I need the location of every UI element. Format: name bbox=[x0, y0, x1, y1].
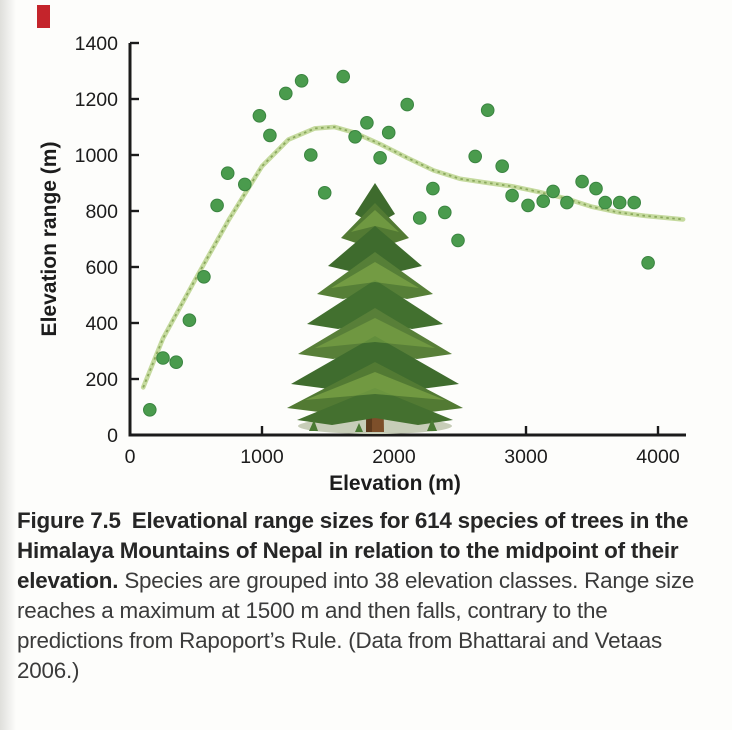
y-tick-label: 1400 bbox=[75, 33, 119, 55]
data-point bbox=[348, 130, 362, 144]
data-point bbox=[336, 69, 351, 84]
data-point bbox=[252, 109, 267, 123]
y-axis-title: Elevation range (m) bbox=[38, 142, 61, 337]
data-point bbox=[169, 355, 183, 370]
y-tick-label: 1200 bbox=[75, 89, 119, 111]
data-point bbox=[294, 74, 309, 88]
data-point bbox=[451, 233, 465, 248]
figure-caption: Figure 7.5 Elevational range sizes for 61… bbox=[17, 506, 719, 686]
data-point bbox=[598, 195, 613, 210]
data-point bbox=[156, 351, 170, 365]
data-point bbox=[612, 195, 627, 210]
x-tick-label: 1000 bbox=[240, 446, 284, 468]
data-point bbox=[143, 403, 157, 417]
x-tick-label: 0 bbox=[125, 446, 136, 468]
data-point bbox=[575, 174, 589, 189]
x-tick-label: 4000 bbox=[636, 446, 680, 468]
data-point bbox=[373, 151, 387, 165]
data-point bbox=[263, 128, 277, 143]
tree-illustration bbox=[287, 183, 463, 434]
x-tick-label: 3000 bbox=[504, 446, 548, 468]
y-tick-label: 200 bbox=[85, 369, 118, 391]
x-tick-label: 2000 bbox=[372, 446, 416, 468]
data-point bbox=[220, 166, 235, 180]
scatter-plot: 0 200 400 600 800 1000 1200 1400 0 1000 2000 3000 40… bbox=[38, 33, 686, 495]
data-point bbox=[279, 86, 293, 101]
y-tick-label: 800 bbox=[85, 201, 118, 223]
data-point bbox=[182, 313, 197, 328]
data-point bbox=[505, 188, 519, 203]
y-tick-label: 1000 bbox=[75, 145, 119, 167]
data-point bbox=[495, 159, 510, 173]
y-tick-label: 600 bbox=[85, 257, 118, 279]
data-point bbox=[560, 195, 574, 210]
figure-number-label: Figure 7.5 bbox=[17, 508, 121, 533]
data-point bbox=[426, 181, 440, 196]
data-point bbox=[641, 256, 655, 270]
page-edge-red-mark bbox=[37, 5, 50, 28]
y-tick-label: 0 bbox=[107, 425, 118, 447]
data-point bbox=[589, 181, 603, 196]
data-point bbox=[400, 97, 415, 112]
data-point bbox=[627, 195, 642, 210]
data-point bbox=[546, 184, 560, 199]
data-point bbox=[438, 205, 452, 220]
caption-bold-text: Elevational range sizes for 614 species … bbox=[17, 508, 689, 593]
data-point bbox=[304, 148, 318, 162]
x-axis-title: Elevation (m) bbox=[329, 472, 461, 495]
data-point bbox=[381, 125, 396, 140]
data-point bbox=[480, 103, 495, 117]
data-point bbox=[468, 149, 483, 164]
data-point bbox=[412, 211, 427, 225]
tree-foliage bbox=[287, 183, 463, 425]
trend-curve bbox=[140, 124, 686, 390]
data-point bbox=[197, 270, 211, 284]
data-point bbox=[210, 198, 224, 213]
data-point bbox=[360, 116, 374, 130]
data-point bbox=[238, 177, 252, 192]
y-tick-label: 400 bbox=[85, 313, 118, 335]
data-point bbox=[521, 198, 535, 213]
data-point bbox=[317, 186, 332, 200]
data-point bbox=[536, 194, 551, 208]
caption-regular-text: Species are grouped into 38 elevation cl… bbox=[17, 568, 695, 683]
